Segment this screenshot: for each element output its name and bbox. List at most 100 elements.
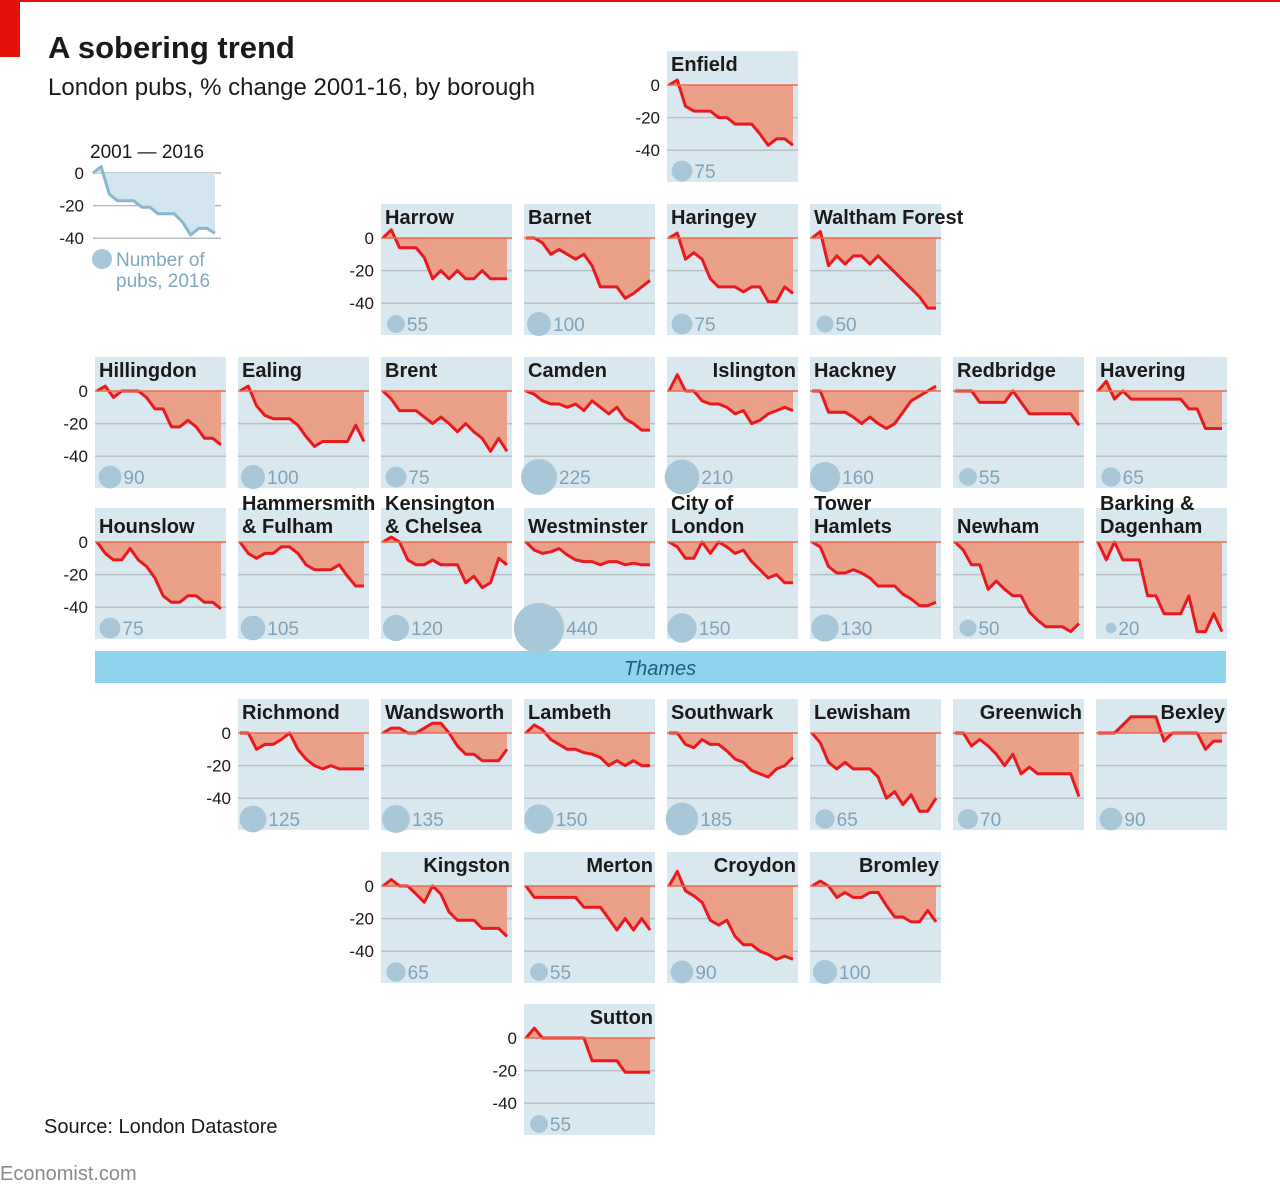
borough-line bbox=[811, 879, 938, 924]
pubs-count-label: 150 bbox=[699, 619, 731, 640]
borough-line bbox=[668, 231, 794, 304]
legend-circle-label-1: Number of bbox=[116, 250, 205, 271]
tile-barking-and-dagenham: 20 Barking &Dagenham bbox=[1096, 493, 1227, 640]
pubs-count-circle bbox=[387, 315, 405, 333]
pubs-count-label: 105 bbox=[267, 619, 299, 640]
tile-richmond: 125 Richmond 0 -20 -40 bbox=[206, 699, 369, 833]
borough-area bbox=[669, 233, 793, 302]
y-tick-label: -40 bbox=[349, 942, 374, 961]
legend-circle bbox=[92, 249, 112, 269]
borough-name: Camden bbox=[528, 360, 607, 382]
pubs-count-circle bbox=[530, 1115, 548, 1133]
tile-wandsworth: 135 Wandsworth bbox=[381, 699, 512, 833]
pubs-count-circle bbox=[809, 461, 841, 493]
borough-area bbox=[383, 229, 507, 279]
pubs-count-label: 160 bbox=[842, 468, 874, 489]
tile-greenwich: 70 Greenwich bbox=[953, 699, 1084, 831]
borough-line bbox=[524, 885, 652, 932]
economist-brand: Economist.com bbox=[0, 1163, 137, 1185]
borough-name: Brent bbox=[385, 360, 438, 382]
pubs-count-circle bbox=[241, 465, 265, 489]
pubs-count-label: 50 bbox=[835, 315, 856, 336]
borough-name: & Fulham bbox=[242, 516, 333, 538]
pubs-count-circle bbox=[811, 614, 839, 642]
tile-merton: 55 Merton bbox=[524, 852, 655, 984]
borough-area bbox=[669, 542, 793, 583]
borough-line bbox=[669, 731, 795, 779]
tile-hackney: 160 Hackney bbox=[809, 357, 941, 493]
borough-line bbox=[668, 540, 793, 585]
tile-bromley: 100 Bromley bbox=[810, 852, 941, 984]
pubs-count-label: 90 bbox=[695, 963, 716, 984]
borough-area bbox=[955, 542, 1079, 632]
borough-name: Hammersmith bbox=[242, 493, 375, 515]
borough-name: London bbox=[671, 516, 744, 538]
y-tick-label: 0 bbox=[79, 533, 88, 552]
pubs-count-circle bbox=[959, 468, 977, 486]
pubs-count-label: 90 bbox=[1124, 810, 1145, 831]
tile-redbridge: 55 Redbridge bbox=[953, 357, 1084, 489]
borough-name: Hillingdon bbox=[99, 360, 197, 382]
borough-name: Bromley bbox=[859, 855, 940, 877]
borough-area bbox=[1098, 542, 1222, 632]
borough-area bbox=[955, 733, 1079, 797]
borough-name: Harrow bbox=[385, 207, 454, 229]
pubs-count-label: 225 bbox=[559, 468, 591, 489]
borough-name: Merton bbox=[586, 855, 653, 877]
thames-label: Thames bbox=[624, 658, 696, 680]
tile-hammersmith-and-fulham: 105 Hammersmith& Fulham bbox=[238, 493, 375, 641]
tile-lewisham: 65 Lewisham bbox=[810, 699, 941, 831]
borough-name: Wandsworth bbox=[385, 702, 504, 724]
borough-name: Barnet bbox=[528, 207, 592, 229]
borough-line bbox=[95, 541, 222, 610]
pubs-count-label: 20 bbox=[1118, 619, 1139, 640]
borough-area bbox=[669, 374, 793, 424]
pubs-count-circle bbox=[670, 960, 694, 984]
borough-area bbox=[812, 231, 936, 309]
y-tick-label: -40 bbox=[206, 789, 231, 808]
pubs-count-circle bbox=[671, 313, 693, 335]
source-note: Source: London Datastore bbox=[44, 1116, 278, 1138]
y-tick-label: -40 bbox=[63, 447, 88, 466]
y-tick-label: 0 bbox=[222, 724, 231, 743]
tile-islington: 210 Islington bbox=[664, 357, 798, 495]
borough-name: Sutton bbox=[590, 1007, 653, 1029]
top-rule bbox=[0, 0, 1280, 2]
borough-name: Haringey bbox=[671, 207, 757, 229]
pubs-count-label: 120 bbox=[411, 619, 443, 640]
pubs-count-circle bbox=[382, 805, 410, 833]
legend-area bbox=[93, 166, 215, 235]
borough-area bbox=[240, 733, 364, 769]
borough-line bbox=[955, 731, 1081, 798]
borough-line bbox=[96, 384, 222, 446]
borough-name: & Chelsea bbox=[385, 516, 483, 538]
borough-area bbox=[526, 542, 650, 565]
legend-line bbox=[92, 165, 216, 237]
pubs-count-circle bbox=[530, 963, 548, 981]
pubs-count-label: 100 bbox=[839, 963, 871, 984]
borough-area bbox=[97, 542, 221, 609]
pubs-count-label: 75 bbox=[694, 162, 715, 183]
y-tick-label: -20 bbox=[349, 262, 374, 281]
pubs-count-label: 75 bbox=[694, 315, 715, 336]
pubs-count-circle bbox=[240, 615, 266, 641]
borough-line bbox=[811, 230, 936, 310]
borough-line bbox=[524, 723, 650, 768]
borough-area bbox=[526, 391, 650, 431]
borough-area bbox=[669, 80, 793, 146]
pubs-count-circle bbox=[667, 613, 697, 643]
borough-line bbox=[667, 869, 794, 961]
borough-line bbox=[955, 389, 1081, 427]
pubs-count-label: 55 bbox=[550, 1115, 571, 1136]
borough-name: Richmond bbox=[242, 702, 340, 724]
pubs-count-circle bbox=[671, 160, 693, 182]
pubs-count-circle bbox=[239, 805, 267, 833]
tile-westminster: 440 Westminster bbox=[513, 508, 655, 654]
legend-years: 2001 — 2016 bbox=[90, 142, 204, 163]
tile-barnet: 100 Barnet bbox=[524, 204, 655, 336]
borough-area bbox=[955, 391, 1079, 426]
borough-line bbox=[381, 389, 509, 453]
tile-havering: 65 Havering bbox=[1096, 357, 1227, 489]
tile-harrow: 55 Harrow 0 -20 -40 bbox=[349, 204, 512, 336]
